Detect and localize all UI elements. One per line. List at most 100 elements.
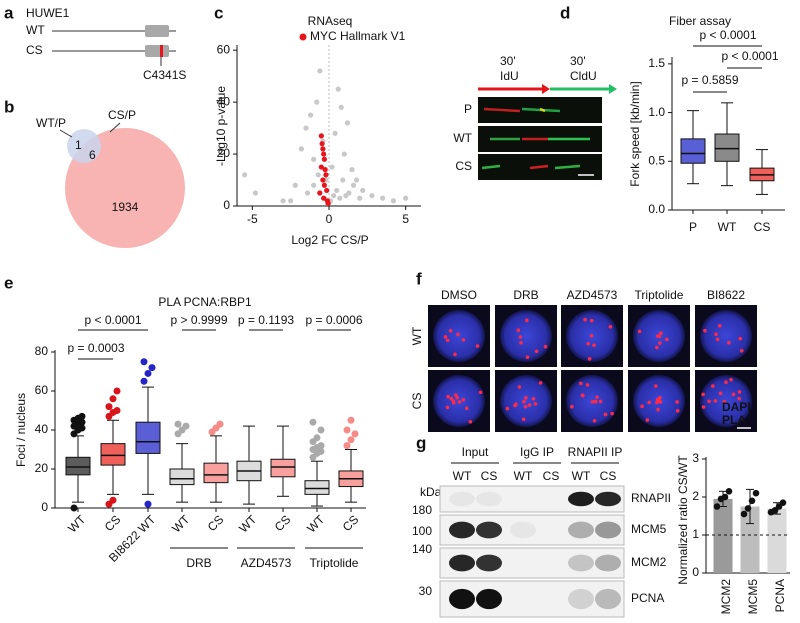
outlier [343,442,351,450]
x-tick-label: P [689,220,697,234]
point [380,195,386,201]
y-tick-label: 0.5 [648,153,665,167]
pla-focus [655,334,660,338]
outlier [105,403,113,411]
pla-focus [595,395,599,399]
pla-focus [445,405,450,410]
pla-focus [589,318,594,323]
point [317,190,323,196]
outlier [317,426,325,434]
pla-focus [505,406,510,411]
y-tick-label: 40 [217,94,231,108]
replicate [740,510,748,518]
pla-focus [451,401,456,405]
fiber-track [483,107,521,113]
construct-label: CS [26,43,43,57]
box [169,468,195,486]
pla-focus [724,380,728,385]
column-label: DRB [513,288,538,302]
y-tick-label: 0 [41,500,48,514]
protein-label: MCM5 [631,522,667,536]
p-value: p = 0.0003 [67,341,124,355]
y-axis-label: -Log10 p-value [214,86,228,166]
blot-header: Input [462,445,489,459]
band [595,491,621,507]
arrow-head [609,84,617,94]
pla-focus [516,328,521,333]
point [321,182,327,188]
point [341,151,347,157]
replicate [725,488,733,495]
pla-focus [449,396,454,401]
pla-focus [517,385,522,389]
point [252,190,258,196]
point [280,198,286,204]
pla-focus [592,343,596,348]
box [680,138,706,164]
nucleus [700,375,752,427]
pla-focus [658,400,663,404]
pla-focus [713,399,718,403]
x-tick-label: -5 [247,212,258,226]
replicate [713,503,721,510]
pla-focus [610,411,614,416]
pla-focus [675,400,679,404]
column-label: DMSO [441,288,477,302]
point [349,167,355,173]
outlier [109,395,117,403]
x-tick-label: WT [718,220,737,234]
outlier [347,416,355,424]
group-label: AZD4573 [241,556,292,570]
legend-marker [299,33,307,41]
pla-focus [587,357,592,361]
box [304,480,330,495]
band [568,521,594,539]
blot-header: RNAPII IP [568,445,623,459]
point [319,141,325,147]
set-label: CS/P [108,108,136,122]
box [714,133,740,162]
nucleus [433,310,485,362]
domain [145,25,169,37]
box [65,456,91,476]
x-tick-label: CS [754,220,771,234]
point [357,195,363,201]
x-tick-label: WT [169,512,193,536]
marker-label: 140 [412,542,432,556]
panel-label: e [4,273,13,292]
point [242,172,248,178]
y-axis-label: Foci / nucleus [14,393,28,467]
lane-label: WT [572,469,591,483]
set-label: WT/P [36,116,66,130]
column-label: Triptolide [635,288,684,302]
point [343,193,349,199]
panel-label: g [416,433,426,452]
count: 1934 [112,200,139,214]
pla-focus [461,397,466,402]
x-tick-label: PCNA [773,579,787,612]
pla-focus [593,399,598,404]
pla-focus [531,397,536,401]
replicate [721,493,729,501]
pla-focus [478,390,483,395]
venn-wt [67,129,101,163]
band [476,554,502,572]
lane-label: CS [543,469,560,483]
point [390,198,396,204]
point [335,86,341,92]
domain [145,45,169,57]
gene-name: HUWE1 [26,6,70,20]
outlier [182,422,190,430]
pla-focus [518,335,523,339]
construct-label: WT [26,23,45,37]
legend-label: MYC Hallmark V1 [310,29,406,43]
row-label: WT [410,326,424,345]
x-tick-label: WT [304,512,328,536]
pulse-label: 30' [500,54,516,68]
line [59,129,73,138]
protein-label: PCNA [631,591,664,605]
nucleus [700,310,752,362]
pla-focus [475,344,480,348]
row-label: CS [410,393,424,410]
y-axis-label: Normalized ratio CS/WT [676,455,690,585]
